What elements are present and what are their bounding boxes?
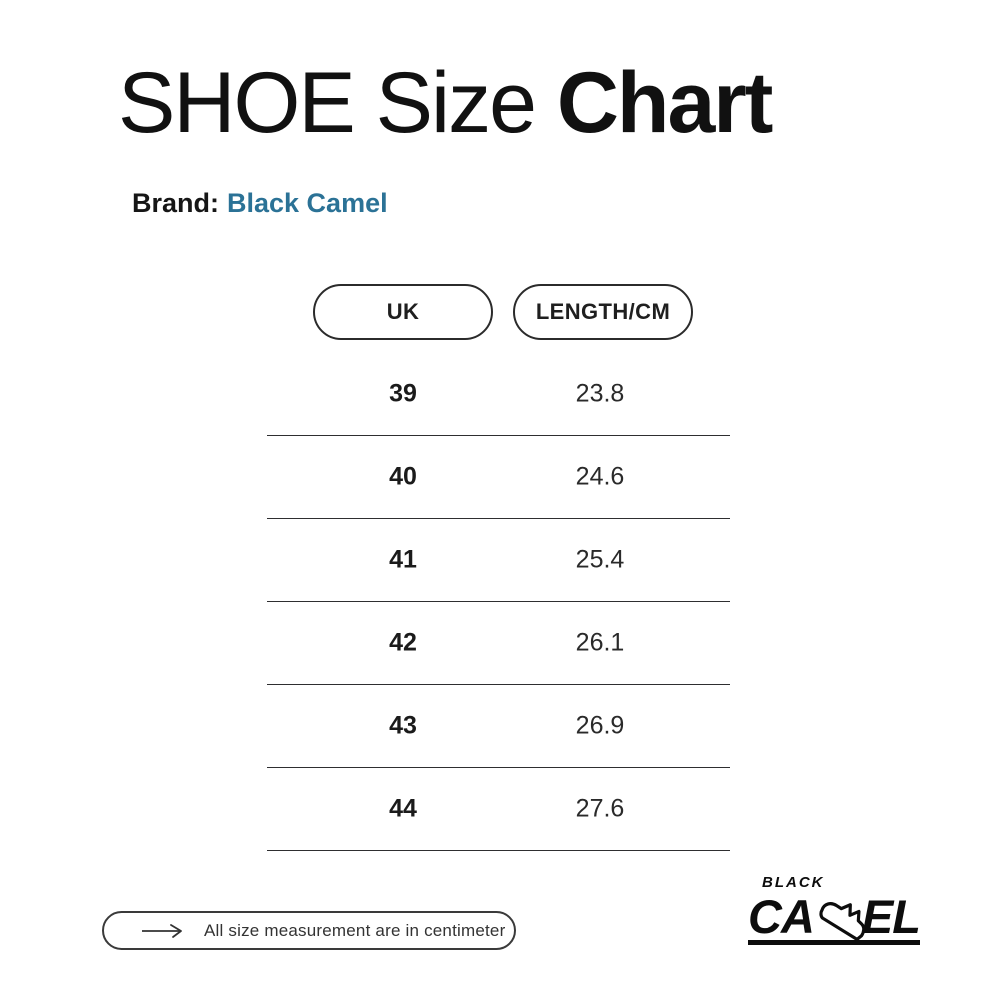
long-right-arrow-icon — [142, 923, 182, 938]
uk-size-cell: 43 — [389, 711, 417, 740]
table-row: 40 24.6 — [267, 436, 730, 519]
size-table: 39 23.8 40 24.6 41 25.4 42 26.1 43 26.9 44 27.6 — [267, 353, 730, 851]
table-row: 44 27.6 — [267, 768, 730, 851]
sneaker-icon — [819, 902, 866, 941]
logo-camel-text: CA EL — [748, 890, 921, 944]
brand-line: Brand: Black Camel — [132, 188, 388, 219]
length-cm-cell: 23.8 — [575, 379, 625, 408]
uk-size-cell: 39 — [389, 379, 417, 408]
brand-name: Black Camel — [227, 188, 388, 218]
black-camel-logo: BLACK CA EL — [748, 874, 921, 945]
table-header-row: UK LENGTH/CM — [313, 284, 693, 340]
uk-size-cell: 41 — [389, 545, 417, 574]
logo-camel-left: CA — [748, 890, 815, 944]
length-cm-cell: 26.1 — [575, 628, 625, 657]
brand-label: Brand: — [132, 188, 219, 218]
table-row: 41 25.4 — [267, 519, 730, 602]
length-cm-cell: 24.6 — [575, 462, 625, 491]
length-cm-cell: 27.6 — [575, 794, 625, 823]
uk-size-cell: 44 — [389, 794, 417, 823]
logo-camel-right: EL — [861, 890, 921, 944]
page-title-regular: SHOE Size — [118, 55, 557, 151]
uk-size-cell: 42 — [389, 628, 417, 657]
uk-size-cell: 40 — [389, 462, 417, 491]
measurement-note-text: All size measurement are in centimeter — [204, 920, 506, 940]
length-cm-cell: 26.9 — [575, 711, 625, 740]
table-row: 43 26.9 — [267, 685, 730, 768]
page-title-bold: Chart — [556, 55, 774, 151]
table-row: 39 23.8 — [267, 353, 730, 436]
table-row: 42 26.1 — [267, 602, 730, 685]
length-cm-cell: 25.4 — [575, 545, 625, 574]
header-pill-uk: UK — [313, 284, 493, 340]
measurement-note-pill: All size measurement are in centimeter — [102, 911, 516, 950]
header-pill-length-cm: LENGTH/CM — [513, 284, 693, 340]
logo-black-text: BLACK — [762, 874, 825, 891]
logo-underline — [748, 940, 920, 945]
page-title: SHOE Size Chart — [118, 55, 774, 151]
